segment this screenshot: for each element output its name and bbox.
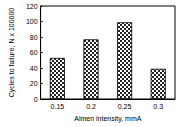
svg-text:100: 100: [26, 18, 38, 25]
svg-text:0.2: 0.2: [86, 103, 96, 110]
svg-text:60: 60: [30, 49, 38, 56]
svg-text:80: 80: [30, 34, 38, 41]
svg-text:120: 120: [26, 3, 38, 10]
svg-text:40: 40: [30, 65, 38, 72]
svg-text:Cycles to failure, N x 100000: Cycles to failure, N x 100000: [8, 8, 16, 98]
svg-text:0.15: 0.15: [51, 103, 65, 110]
svg-text:0.25: 0.25: [118, 103, 132, 110]
svg-text:0.3: 0.3: [153, 103, 163, 110]
svg-text:20: 20: [30, 80, 38, 87]
svg-text:0: 0: [34, 96, 38, 103]
svg-text:Almen intensity, mmA: Almen intensity, mmA: [74, 115, 141, 123]
